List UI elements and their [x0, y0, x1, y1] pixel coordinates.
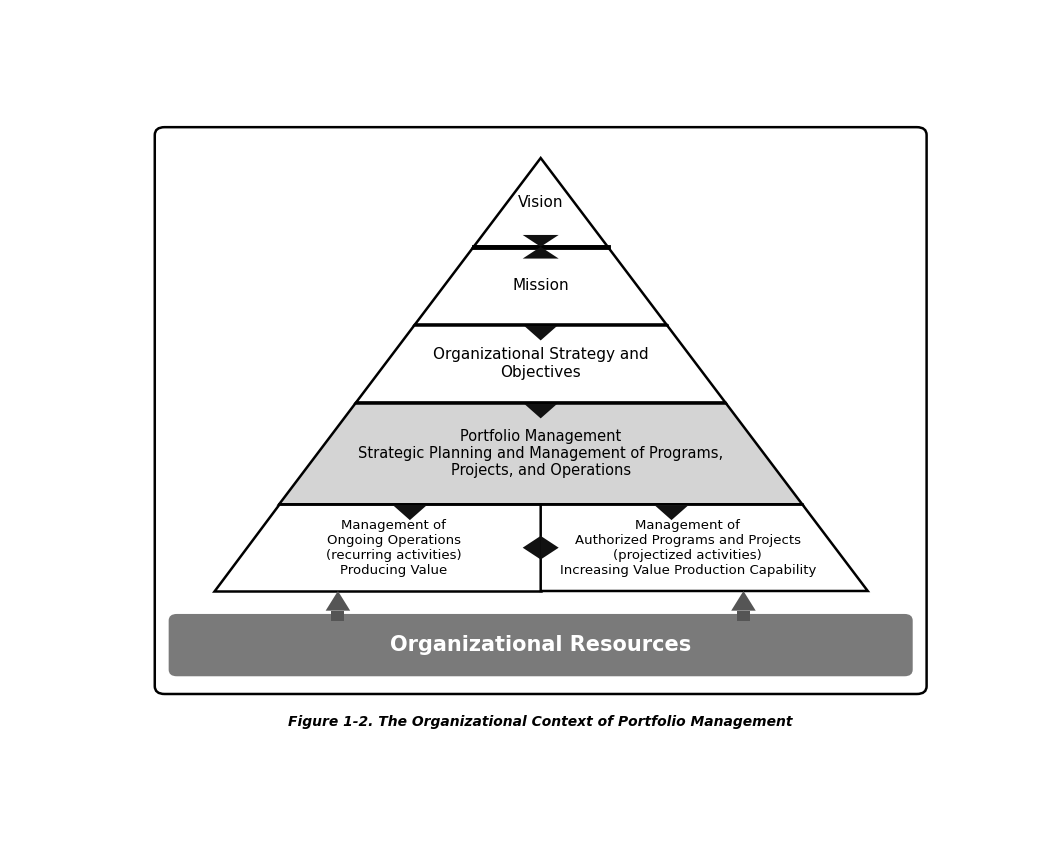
- Polygon shape: [524, 326, 557, 341]
- Text: Mission: Mission: [513, 279, 569, 293]
- Bar: [331, 611, 344, 620]
- Polygon shape: [524, 404, 557, 418]
- Polygon shape: [522, 235, 559, 247]
- Text: Vision: Vision: [518, 195, 563, 210]
- Polygon shape: [522, 247, 559, 258]
- Text: Management of
Authorized Programs and Projects
(projectized activities)
Increasi: Management of Authorized Programs and Pr…: [559, 519, 817, 577]
- FancyBboxPatch shape: [155, 127, 926, 694]
- Polygon shape: [655, 506, 688, 520]
- Polygon shape: [731, 591, 755, 611]
- Polygon shape: [394, 506, 426, 520]
- Text: Organizational Resources: Organizational Resources: [390, 635, 691, 655]
- FancyBboxPatch shape: [169, 614, 913, 676]
- Polygon shape: [356, 325, 726, 403]
- Polygon shape: [541, 504, 868, 591]
- Polygon shape: [279, 403, 803, 504]
- Polygon shape: [474, 158, 608, 247]
- Text: Portfolio Management
Strategic Planning and Management of Programs,
Projects, an: Portfolio Management Strategic Planning …: [358, 429, 724, 479]
- Polygon shape: [213, 504, 541, 591]
- Polygon shape: [326, 591, 350, 611]
- Text: Figure 1-2. The Organizational Context of Portfolio Management: Figure 1-2. The Organizational Context o…: [288, 715, 793, 729]
- Polygon shape: [522, 536, 541, 560]
- Polygon shape: [541, 536, 559, 560]
- Text: Management of
Ongoing Operations
(recurring activities)
Producing Value: Management of Ongoing Operations (recurr…: [326, 519, 461, 577]
- Polygon shape: [415, 247, 667, 325]
- Bar: [736, 611, 750, 620]
- Text: Organizational Strategy and
Objectives: Organizational Strategy and Objectives: [433, 348, 649, 380]
